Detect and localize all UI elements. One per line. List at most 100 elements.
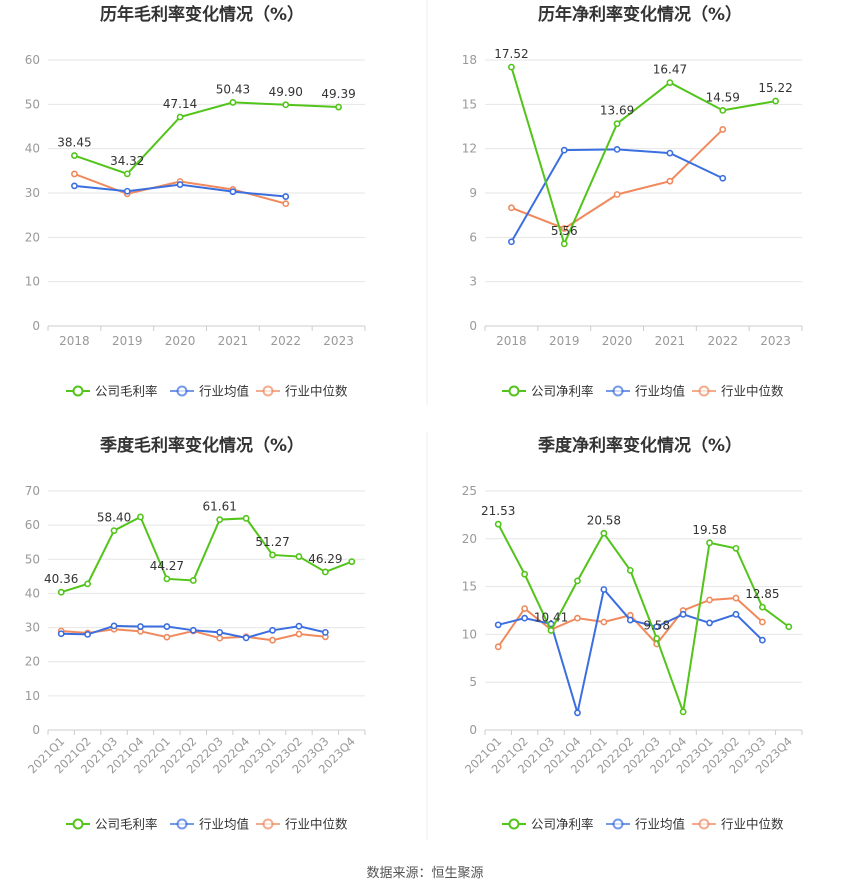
y-tick-label: 30 [25,621,40,635]
data-label: 49.39 [321,87,355,101]
legend-marker-icon [262,385,274,397]
chart-panel-4: 季度净利率变化情况（%）05101520252021Q12021Q22021Q3… [462,435,803,832]
series-line-1 [497,523,790,713]
data-point [706,539,713,547]
y-tick-label: 50 [25,552,40,566]
data-point [321,628,329,636]
data-label: 46.29 [308,552,342,566]
data-point [732,544,740,552]
y-tick-label: 0 [32,723,40,737]
data-point [295,630,303,638]
data-label: 19.58 [692,523,726,537]
data-point [719,106,727,114]
data-point [216,634,224,642]
data-point [547,627,555,634]
data-point [719,126,727,133]
y-tick-label: 3 [469,275,477,289]
data-point [679,610,687,618]
data-point [600,586,608,593]
data-point [71,152,78,159]
legend-marker-icon [698,385,710,397]
data-label: 34.32 [110,154,144,168]
data-point [613,120,621,128]
data-point [348,558,356,566]
data-point [189,626,197,634]
y-tick-label: 50 [25,97,40,111]
y-tick-label: 12 [462,142,477,156]
data-source-note: 数据来源：恒生聚源 [366,866,484,881]
legend-label: 行业中位数 [721,384,784,399]
data-label: 50.43 [216,82,250,96]
data-point [269,636,276,644]
series-line-2 [497,587,764,714]
data-point [494,520,502,528]
data-point [216,516,224,524]
data-point [110,622,118,630]
legend-label: 行业均值 [635,384,685,399]
series-line-1 [74,101,339,176]
y-tick-label: 25 [462,484,477,498]
data-point [176,113,184,121]
data-label: 5.56 [551,224,578,238]
data-point [732,594,740,602]
x-tick-label: 2020 [602,334,633,348]
data-point [229,99,237,106]
x-tick-label: 2023 [760,334,791,348]
data-label: 17.52 [494,47,528,61]
legend-item-2: 行业均值 [606,817,685,832]
data-label: 49.90 [269,85,303,99]
y-tick-label: 9 [469,186,477,200]
data-point [600,529,608,537]
data-point [560,146,568,154]
data-point [494,621,502,629]
data-point [758,618,766,626]
data-point [71,170,78,178]
chart-title: 季度净利率变化情况（%） [538,435,742,456]
legend-marker-icon [698,818,710,830]
legend-label: 公司毛利率 [95,384,158,399]
chart-panel-2: 历年净利率变化情况（%） 0 3 6 9 12 15 18 2018 2019 2020 2021 20… [462,4,803,399]
legend-marker-icon [176,385,188,397]
y-tick-label: 0 [469,723,477,737]
legend-item-3: 行业中位数 [692,384,784,399]
data-point [295,622,303,630]
data-label: 40.36 [44,572,78,586]
data-point [666,149,674,157]
series-line-3 [511,128,724,230]
data-point [137,623,144,630]
x-tick-label: 2022 [270,334,301,348]
legend-item-3: 行业中位数 [692,817,784,832]
legend-item-3: 行业中位数 [256,817,348,832]
data-point [666,79,674,87]
data-point [732,610,740,618]
data-point [282,101,290,109]
data-point [335,103,342,111]
data-point [57,588,65,596]
data-label: 10.41 [534,610,568,624]
data-point [706,619,713,627]
data-label: 9.58 [643,618,670,632]
x-tick-label: 2022 [707,334,738,348]
chart-title: 季度毛利率变化情况（%） [100,435,304,456]
legend-item-2: 行业均值 [606,384,685,399]
x-tick-label: 2020 [165,334,196,348]
data-point [57,630,65,638]
data-point [719,174,727,182]
y-tick-label: 40 [25,586,40,600]
data-point [521,605,529,612]
data-point [84,631,92,638]
x-tick-label: 2021 [655,334,686,348]
data-point [626,566,634,574]
chart-title: 历年毛利率变化情况（%） [100,4,304,25]
y-tick-label: 20 [462,532,477,546]
x-tick-label: 2019 [549,334,580,348]
x-tick-label: 2019 [112,334,143,348]
data-point [189,577,197,584]
data-point [653,635,661,642]
data-label: 47.14 [163,97,197,111]
legend-label: 行业中位数 [285,384,348,399]
y-tick-label: 20 [25,655,40,669]
data-point [176,181,184,188]
data-label: 13.69 [600,104,634,118]
